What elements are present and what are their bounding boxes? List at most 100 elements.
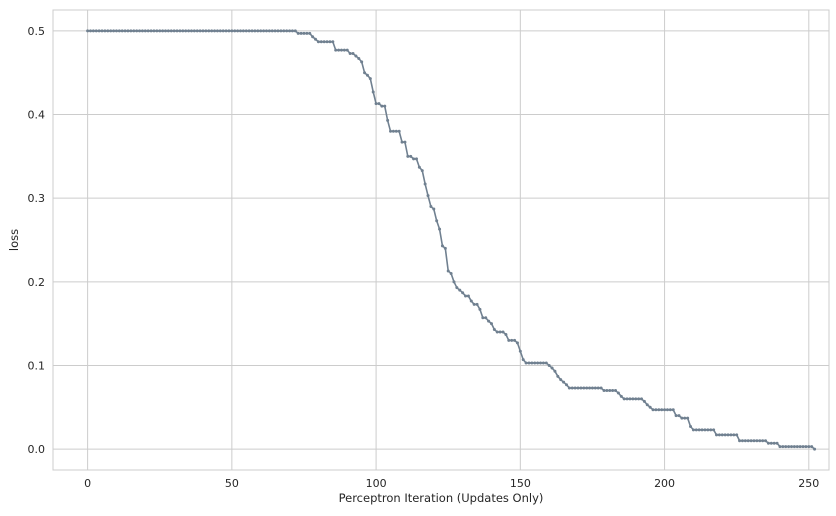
loss-point: [172, 29, 176, 33]
loss-point: [769, 441, 773, 445]
loss-point: [290, 29, 294, 33]
loss-point: [227, 29, 231, 33]
loss-point: [204, 29, 208, 33]
loss-point: [440, 244, 444, 248]
loss-point: [164, 29, 168, 33]
loss-point: [674, 414, 678, 418]
loss-point: [236, 29, 240, 33]
loss-point: [764, 439, 768, 443]
loss-point: [550, 366, 554, 370]
y-tick-label: 0.1: [28, 359, 46, 372]
loss-point: [282, 29, 286, 33]
loss-point: [195, 29, 199, 33]
loss-point: [91, 29, 95, 33]
loss-point: [293, 29, 297, 33]
loss-point: [544, 361, 548, 365]
loss-point: [259, 29, 263, 33]
loss-point: [178, 29, 182, 33]
loss-point: [582, 386, 586, 390]
loss-point: [663, 408, 667, 412]
x-tick-label: 250: [798, 477, 819, 490]
loss-point: [469, 299, 473, 303]
loss-point: [308, 31, 312, 35]
loss-point: [103, 29, 107, 33]
loss-point: [420, 169, 424, 173]
loss-point: [155, 29, 159, 33]
loss-point: [201, 29, 205, 33]
loss-point: [504, 333, 508, 337]
loss-point: [691, 428, 695, 432]
loss-point: [345, 48, 349, 52]
loss-point: [518, 349, 522, 353]
loss-point: [599, 386, 603, 390]
loss-point: [426, 194, 430, 198]
loss-point: [654, 408, 658, 412]
loss-point: [671, 408, 675, 412]
loss-point: [576, 386, 580, 390]
loss-point: [106, 29, 110, 33]
loss-point: [720, 433, 724, 437]
loss-point: [642, 399, 646, 403]
loss-point: [564, 383, 568, 387]
loss-point: [726, 433, 730, 437]
loss-point: [723, 433, 727, 437]
loss-point: [210, 29, 214, 33]
loss-point: [625, 397, 629, 401]
loss-point: [302, 31, 306, 35]
x-axis-label: Perceptron Iteration (Updates Only): [339, 491, 544, 505]
loss-point: [250, 29, 254, 33]
loss-point: [622, 397, 626, 401]
loss-point: [143, 29, 147, 33]
loss-point: [391, 129, 395, 133]
loss-point: [556, 374, 560, 378]
loss-point: [634, 397, 638, 401]
loss-point: [461, 291, 465, 295]
loss-point: [686, 416, 690, 420]
loss-point: [738, 439, 742, 443]
loss-point: [334, 48, 338, 52]
loss-point: [89, 29, 92, 33]
loss-point: [492, 327, 496, 331]
loss-point: [267, 29, 271, 33]
loss-point: [590, 386, 594, 390]
loss-point: [579, 386, 583, 390]
loss-point: [253, 29, 257, 33]
loss-point: [628, 397, 632, 401]
loss-point: [218, 29, 222, 33]
loss-point: [305, 31, 309, 35]
loss-point: [224, 29, 228, 33]
y-tick-label: 0.0: [28, 443, 46, 456]
loss-point: [475, 302, 479, 306]
loss-point: [585, 386, 589, 390]
loss-point: [123, 29, 127, 33]
loss-point: [262, 29, 266, 33]
loss-point: [484, 316, 488, 320]
loss-point: [112, 29, 116, 33]
loss-point: [501, 330, 505, 334]
loss-point: [631, 397, 635, 401]
loss-point: [588, 386, 592, 390]
loss-point: [189, 29, 193, 33]
loss-point: [140, 29, 144, 33]
loss-point: [161, 29, 165, 33]
loss-point: [541, 361, 545, 365]
loss-point: [712, 428, 716, 432]
loss-point: [455, 286, 459, 290]
loss-point: [129, 29, 133, 33]
loss-point: [489, 322, 493, 326]
loss-point: [270, 29, 274, 33]
loss-point: [553, 369, 557, 373]
loss-point: [810, 445, 814, 449]
loss-point: [354, 54, 358, 58]
loss-point: [458, 288, 462, 292]
loss-point: [639, 397, 643, 401]
loss-point: [247, 29, 251, 33]
x-tick-label: 50: [225, 477, 239, 490]
loss-point: [743, 439, 747, 443]
loss-point: [443, 246, 447, 250]
loss-point: [432, 207, 436, 211]
loss-point: [790, 445, 793, 449]
loss-point: [256, 29, 260, 33]
loss-point: [288, 29, 292, 33]
